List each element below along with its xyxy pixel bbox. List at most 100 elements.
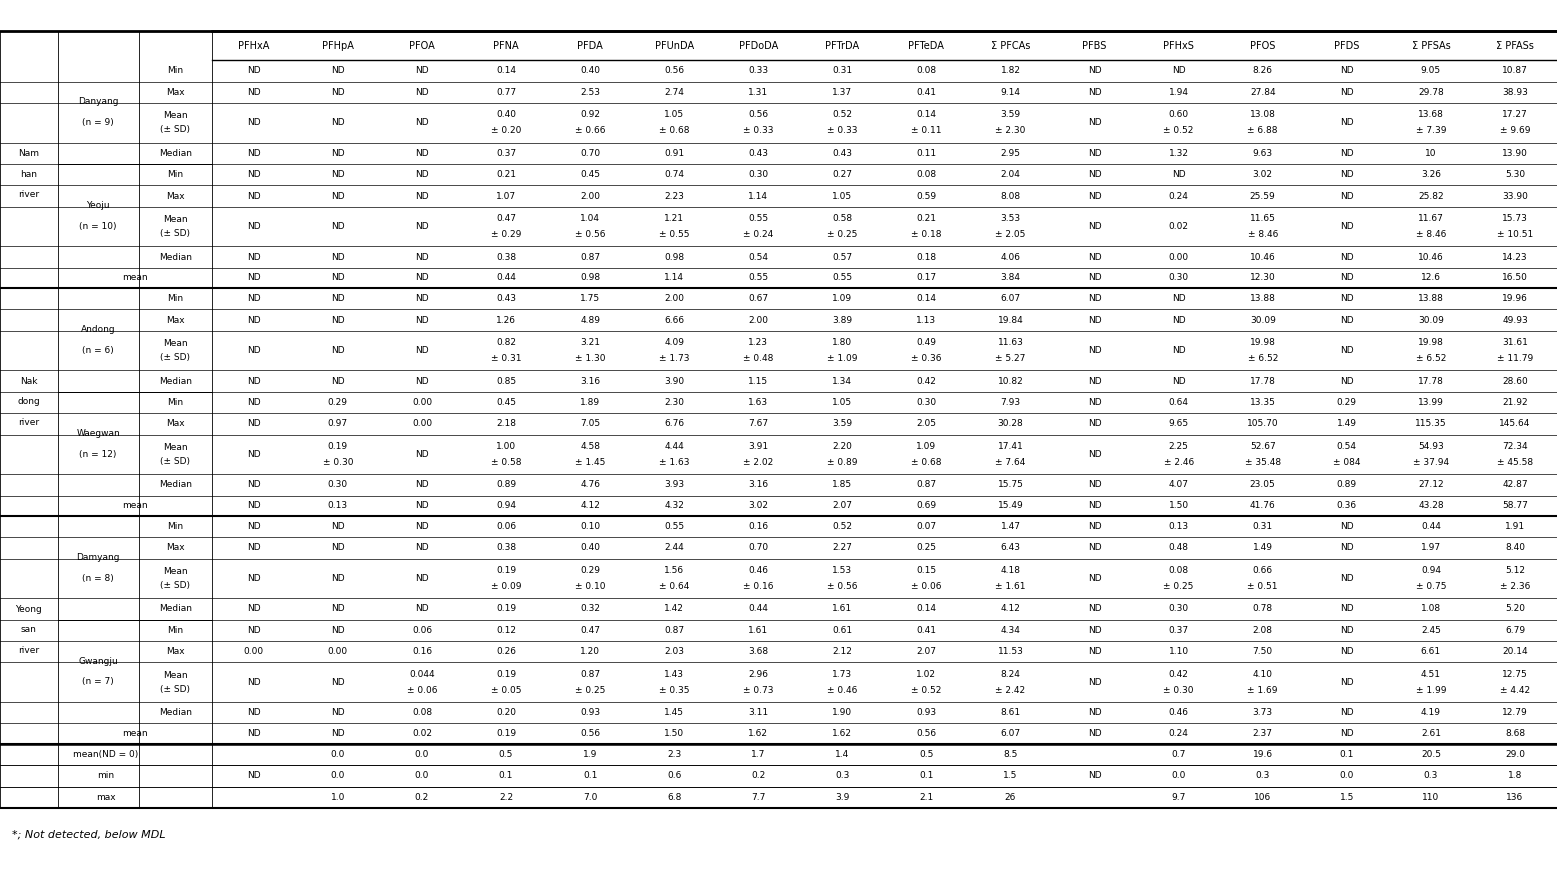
Text: ND: ND — [1088, 708, 1101, 717]
Text: 2.07: 2.07 — [917, 647, 936, 656]
Text: 9.63: 9.63 — [1253, 148, 1272, 158]
Text: 0.044: 0.044 — [409, 670, 434, 679]
Text: ± 0.55: ± 0.55 — [659, 230, 690, 239]
Text: ND: ND — [1341, 708, 1353, 717]
Text: 0.43: 0.43 — [833, 148, 852, 158]
Text: 1.21: 1.21 — [665, 215, 684, 223]
Text: 0.19: 0.19 — [329, 442, 347, 451]
Text: 2.08: 2.08 — [1253, 626, 1272, 635]
Text: 0.32: 0.32 — [581, 604, 599, 614]
Text: ND: ND — [1088, 88, 1101, 97]
Text: ± 8.46: ± 8.46 — [1247, 230, 1278, 239]
Text: 0.02: 0.02 — [1169, 223, 1188, 231]
Text: ND: ND — [1088, 772, 1101, 781]
Text: 145.64: 145.64 — [1499, 419, 1531, 428]
Text: 0.42: 0.42 — [917, 376, 936, 386]
Text: ND: ND — [248, 522, 260, 531]
Text: ND: ND — [1088, 480, 1101, 489]
Text: 0.16: 0.16 — [413, 647, 431, 656]
Text: 0.14: 0.14 — [497, 66, 515, 75]
Text: ± 6.88: ± 6.88 — [1247, 126, 1278, 135]
Text: Andong: Andong — [81, 325, 115, 334]
Text: 0.58: 0.58 — [833, 215, 852, 223]
Text: ND: ND — [1341, 274, 1353, 283]
Text: 14.23: 14.23 — [1503, 253, 1527, 261]
Text: 0.82: 0.82 — [497, 338, 515, 347]
Text: 1.53: 1.53 — [833, 566, 852, 575]
Text: PFBS: PFBS — [1082, 41, 1107, 50]
Text: 0.40: 0.40 — [581, 66, 599, 75]
Text: Min: Min — [167, 66, 184, 75]
Text: ± 0.52: ± 0.52 — [1163, 126, 1194, 135]
Text: ND: ND — [416, 346, 428, 355]
Text: Min: Min — [167, 170, 184, 179]
Text: 19.96: 19.96 — [1503, 294, 1527, 303]
Text: 0.26: 0.26 — [497, 647, 515, 656]
Text: 0.11: 0.11 — [917, 148, 936, 158]
Text: (± SD): (± SD) — [160, 457, 190, 466]
Text: ND: ND — [1088, 192, 1101, 200]
Text: ND: ND — [332, 223, 344, 231]
Text: 0.93: 0.93 — [917, 708, 936, 717]
Text: Median: Median — [159, 480, 192, 489]
Text: 72.34: 72.34 — [1503, 442, 1527, 451]
Text: Median: Median — [159, 604, 192, 614]
Text: ± 7.39: ± 7.39 — [1415, 126, 1446, 135]
Text: 2.74: 2.74 — [665, 88, 684, 97]
Text: 1.47: 1.47 — [1001, 522, 1020, 531]
Text: ND: ND — [332, 574, 344, 583]
Text: ± 2.05: ± 2.05 — [995, 230, 1026, 239]
Text: 9.14: 9.14 — [1001, 88, 1020, 97]
Text: ND: ND — [332, 729, 344, 738]
Text: ± 45.58: ± 45.58 — [1496, 457, 1534, 467]
Text: ND: ND — [1341, 66, 1353, 75]
Text: ± 0.36: ± 0.36 — [911, 354, 942, 363]
Text: 0.5: 0.5 — [919, 750, 934, 758]
Text: 1.75: 1.75 — [581, 294, 599, 303]
Text: 30.09: 30.09 — [1250, 316, 1275, 325]
Text: 0.08: 0.08 — [917, 170, 936, 179]
Text: ± 0.29: ± 0.29 — [490, 230, 522, 239]
Text: Median: Median — [159, 708, 192, 717]
Text: 0.52: 0.52 — [833, 110, 852, 119]
Text: 12.79: 12.79 — [1503, 708, 1527, 717]
Text: ± 2.36: ± 2.36 — [1499, 582, 1531, 591]
Text: PFTeDA: PFTeDA — [908, 41, 945, 50]
Text: ± 0.64: ± 0.64 — [659, 582, 690, 591]
Text: ND: ND — [1172, 294, 1185, 303]
Text: 3.16: 3.16 — [749, 480, 768, 489]
Text: 6.76: 6.76 — [665, 419, 684, 428]
Text: 0.1: 0.1 — [498, 772, 514, 781]
Text: 1.94: 1.94 — [1169, 88, 1188, 97]
Text: 1.56: 1.56 — [665, 566, 684, 575]
Text: 10: 10 — [1425, 148, 1437, 158]
Text: 1.05: 1.05 — [833, 398, 852, 407]
Text: ND: ND — [416, 316, 428, 325]
Text: ± 0.33: ± 0.33 — [743, 126, 774, 135]
Text: 0.10: 0.10 — [581, 522, 599, 531]
Text: 0.20: 0.20 — [497, 708, 515, 717]
Text: Gwangju: Gwangju — [78, 657, 118, 666]
Text: 2.61: 2.61 — [1422, 729, 1440, 738]
Text: 4.44: 4.44 — [665, 442, 684, 451]
Text: 0.31: 0.31 — [1253, 522, 1272, 531]
Text: 0.08: 0.08 — [917, 66, 936, 75]
Text: 1.14: 1.14 — [665, 274, 684, 283]
Text: 19.84: 19.84 — [998, 316, 1023, 325]
Text: 49.93: 49.93 — [1503, 316, 1527, 325]
Text: 1.61: 1.61 — [749, 626, 768, 635]
Text: 0.36: 0.36 — [1337, 502, 1356, 510]
Text: 0.07: 0.07 — [917, 522, 936, 531]
Text: 3.26: 3.26 — [1422, 170, 1440, 179]
Text: 0.0: 0.0 — [1171, 772, 1186, 781]
Text: ± 1.09: ± 1.09 — [827, 354, 858, 363]
Text: 1.26: 1.26 — [497, 316, 515, 325]
Text: ND: ND — [1088, 118, 1101, 127]
Text: 0.43: 0.43 — [497, 294, 515, 303]
Text: ± 0.56: ± 0.56 — [575, 230, 606, 239]
Text: ND: ND — [248, 346, 260, 355]
Text: 30.28: 30.28 — [998, 419, 1023, 428]
Text: 0.55: 0.55 — [665, 522, 684, 531]
Text: 0.00: 0.00 — [329, 647, 347, 656]
Text: 7.50: 7.50 — [1253, 647, 1272, 656]
